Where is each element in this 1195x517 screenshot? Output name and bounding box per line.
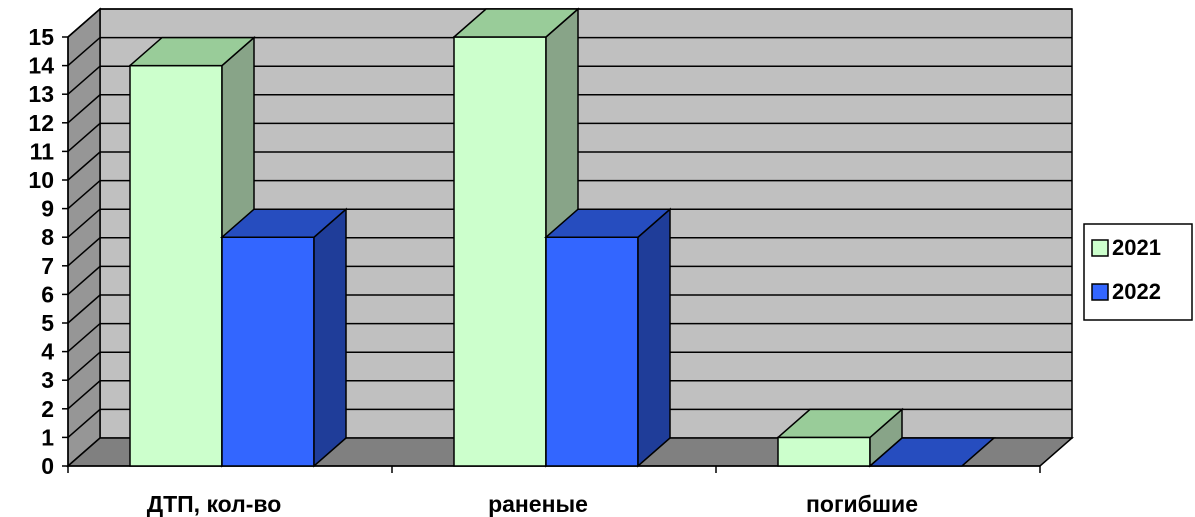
y-tick-label: 14	[28, 53, 54, 79]
y-tick-label: 4	[41, 339, 54, 365]
y-tick-label: 2	[41, 396, 54, 422]
gridline	[67, 94, 1072, 124]
gridline	[67, 294, 1072, 324]
gridline	[67, 8, 1072, 38]
bar-top	[452, 8, 580, 38]
bar-side	[313, 207, 347, 468]
y-tick-label: 12	[28, 110, 54, 136]
gridline	[67, 380, 1072, 410]
bar-front	[545, 236, 639, 467]
y-tick-label: 11	[30, 138, 55, 164]
y-tick-label: 13	[28, 81, 54, 107]
y-tick-label: 3	[41, 367, 54, 393]
y-tick-label: 8	[41, 224, 54, 250]
legend-swatch	[1091, 239, 1109, 257]
bars	[128, 7, 996, 468]
x-axis-categories: ДТП, кол-во раненые погибшие	[67, 466, 1041, 517]
gridline	[67, 351, 1072, 381]
legend-label: 2021	[1112, 235, 1161, 260]
x-category-label: погибшие	[806, 491, 918, 517]
y-tick-label: 0	[41, 453, 54, 479]
bar-top	[544, 208, 672, 238]
y-tick-label: 15	[28, 24, 54, 50]
gridline	[67, 179, 1072, 210]
bar-side	[637, 207, 671, 468]
gridline	[67, 65, 1072, 95]
y-tick-label: 5	[41, 310, 54, 336]
bar-front	[221, 236, 315, 467]
legend: 2021 2022	[1083, 223, 1193, 321]
gridline	[67, 408, 1072, 438]
gridline	[67, 237, 1072, 267]
gridline	[67, 265, 1072, 295]
gridline	[67, 151, 1072, 181]
y-tick-label: 6	[41, 281, 54, 307]
x-category-label: ДТП, кол-во	[147, 491, 282, 517]
y-tick-label: 7	[41, 253, 54, 279]
bar-front	[453, 36, 547, 467]
bar-front	[129, 64, 223, 467]
bar-front	[777, 436, 871, 467]
side-wall	[67, 7, 101, 468]
gridlines	[67, 8, 1072, 438]
gridline	[67, 208, 1072, 238]
gridline	[67, 122, 1072, 152]
y-tick-label: 1	[41, 424, 54, 450]
y-tick-label: 9	[41, 196, 54, 222]
x-category-label: раненые	[488, 491, 588, 517]
bar-top	[868, 437, 996, 467]
bar-top	[220, 208, 348, 238]
gridline	[67, 322, 1072, 353]
y-tick-label: 10	[28, 167, 54, 193]
legend-label: 2022	[1112, 279, 1161, 304]
bar-top	[776, 408, 904, 439]
legend-swatch	[1091, 283, 1109, 301]
gridline	[67, 36, 1072, 67]
bar-top	[128, 36, 256, 67]
